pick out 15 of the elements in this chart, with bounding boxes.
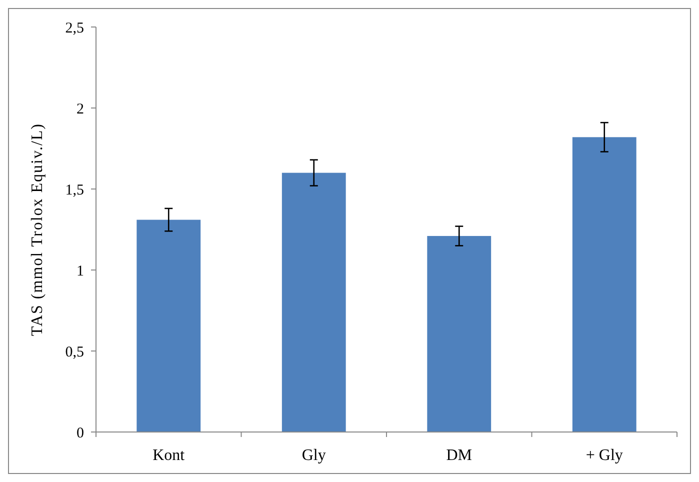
y-tick-label: 1,5 <box>65 182 84 198</box>
y-tick-label: 0 <box>76 425 84 442</box>
bar <box>572 137 636 432</box>
y-tick-label: 2 <box>76 101 84 118</box>
y-axis-title: TAS (mmol Trolox Equiv./L) <box>29 122 46 336</box>
bar <box>282 172 346 432</box>
y-tick-label: 0,5 <box>65 344 84 360</box>
x-tick-label: Kont <box>152 447 186 464</box>
x-tick-label: + Gly <box>586 447 623 464</box>
y-tick-label: 1 <box>76 263 84 280</box>
x-tick-label: DM <box>446 447 472 464</box>
bar <box>136 220 201 432</box>
bar <box>427 236 492 432</box>
x-tick-label: Gly <box>302 447 326 464</box>
y-tick-label: 2,5 <box>65 20 84 36</box>
